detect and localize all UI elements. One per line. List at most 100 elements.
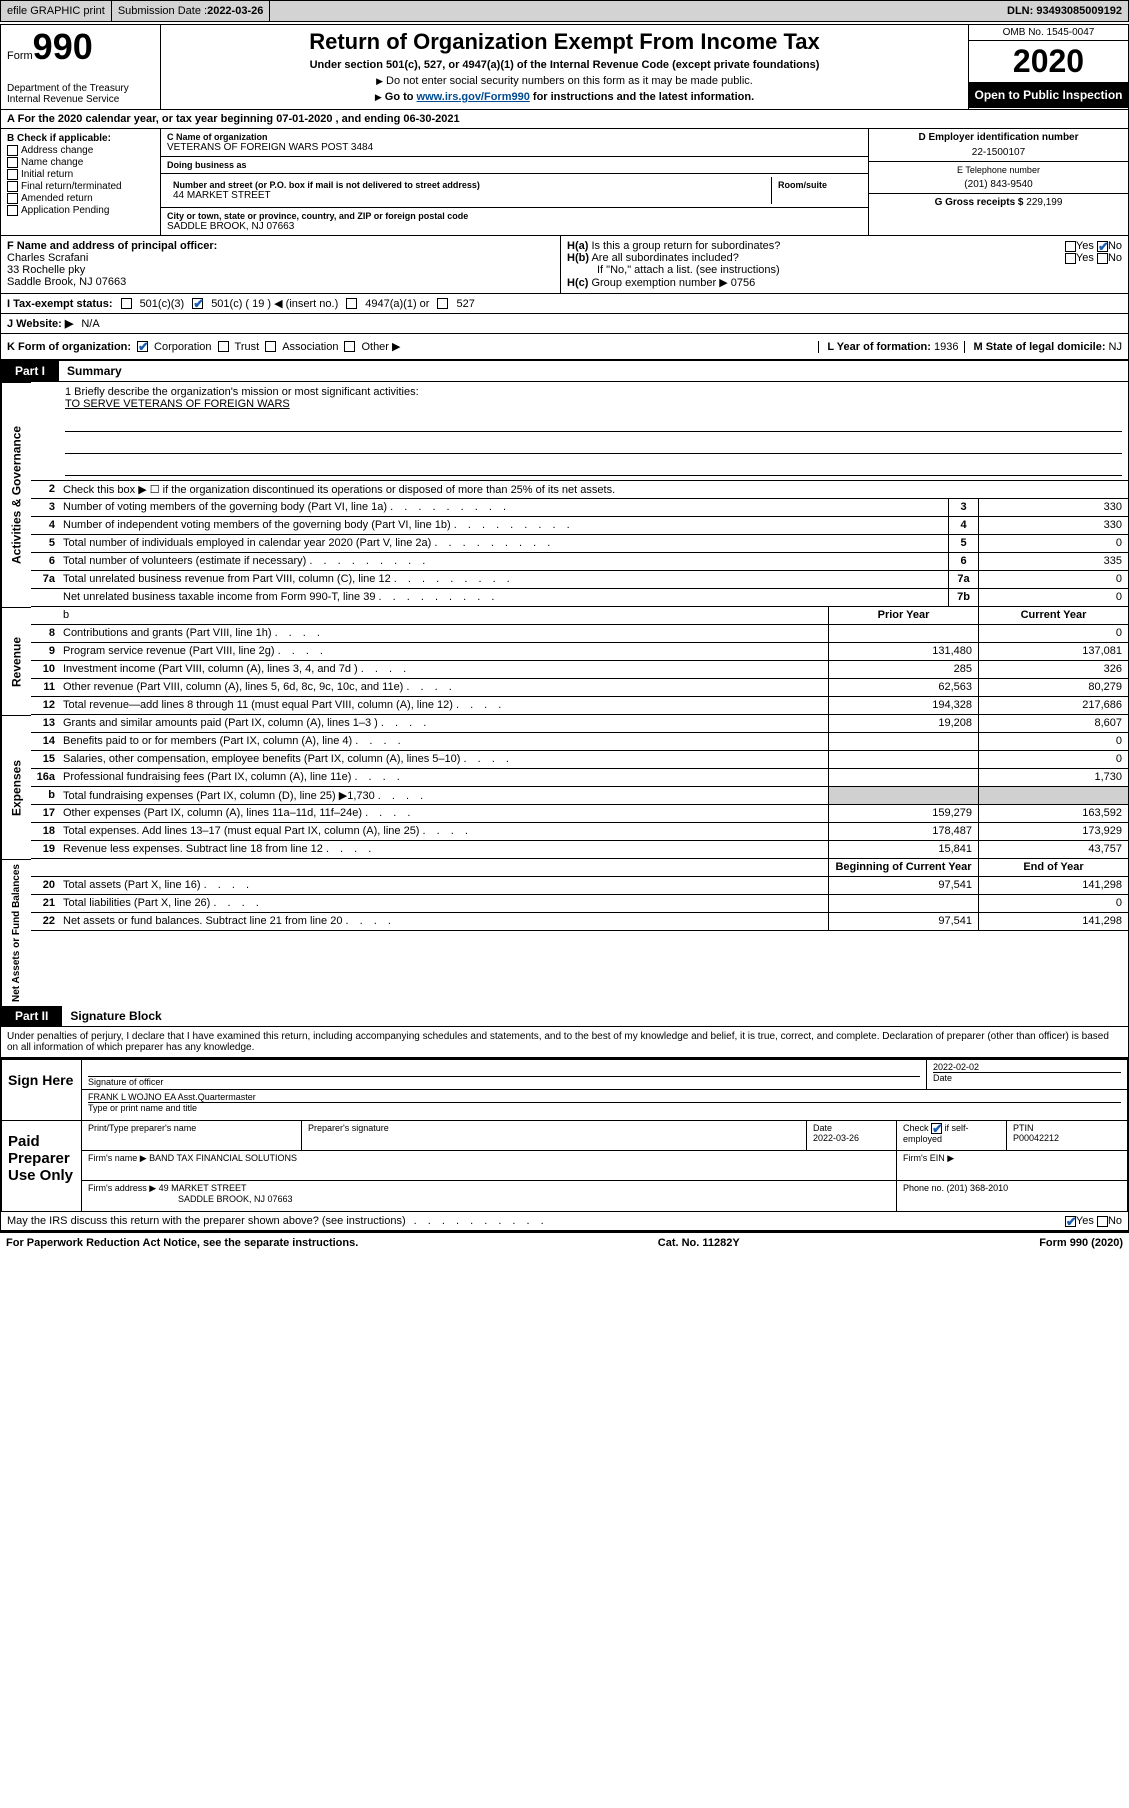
sign-here-label: Sign Here (2, 1060, 82, 1120)
discuss-text: May the IRS discuss this return with the… (7, 1215, 406, 1227)
goto-note: Go to www.irs.gov/Form990 for instructio… (167, 91, 962, 103)
summary-netassets: Net Assets or Fund Balances Beginning of… (1, 859, 1128, 1006)
sign-date-label: Date (933, 1072, 1121, 1083)
addr-label: Number and street (or P.O. box if mail i… (173, 180, 765, 190)
summary-row: 13Grants and similar amounts paid (Part … (31, 715, 1128, 733)
part2-header: Part II Signature Block (1, 1006, 1128, 1027)
section-f: F Name and address of principal officer:… (1, 236, 561, 293)
org-name-label: C Name of organization (167, 132, 862, 142)
part2-tab: Part II (1, 1006, 62, 1026)
trust-checkbox[interactable] (218, 341, 229, 352)
ptin-value: P00042212 (1013, 1133, 1059, 1143)
submission-label: Submission Date : (118, 5, 207, 17)
cat-number: Cat. No. 11282Y (658, 1237, 740, 1249)
page-footer: For Paperwork Reduction Act Notice, see … (0, 1233, 1129, 1253)
dept-label: Department of the Treasury Internal Reve… (7, 83, 154, 105)
firm-phone: (201) 368-2010 (947, 1183, 1009, 1193)
527-checkbox[interactable] (437, 298, 448, 309)
website-label: J Website: ▶ (7, 317, 73, 330)
dba-label: Doing business as (167, 160, 862, 170)
application-pending-checkbox[interactable] (7, 205, 18, 216)
section-h: H(a) Is this a group return for subordin… (561, 236, 1128, 293)
revenue-label: Revenue (1, 607, 31, 715)
current-year-header: Current Year (978, 607, 1128, 624)
part1-tab: Part I (1, 361, 59, 381)
city-value: SADDLE BROOK, NJ 07663 (167, 221, 862, 232)
ha-yes-checkbox[interactable] (1065, 241, 1076, 252)
association-checkbox[interactable] (265, 341, 276, 352)
section-c: C Name of organization VETERANS OF FOREI… (161, 129, 868, 235)
group-exemption: 0756 (731, 277, 755, 289)
summary-row: Net unrelated business taxable income fr… (31, 589, 1128, 607)
street-address: 44 MARKET STREET (173, 190, 765, 201)
line-1: 1 Briefly describe the organization's mi… (31, 382, 1128, 481)
summary-row: 3Number of voting members of the governi… (31, 499, 1128, 517)
corporation-checkbox[interactable] (137, 341, 148, 352)
part2-title: Signature Block (62, 1009, 161, 1023)
form-header: Form990 Department of the Treasury Inter… (1, 25, 1128, 110)
summary-row: 16aProfessional fundraising fees (Part I… (31, 769, 1128, 787)
preparer-sig-label: Preparer's signature (302, 1121, 807, 1150)
section-b-label: B Check if applicable: (7, 133, 154, 144)
hb-note: If "No," attach a list. (see instruction… (567, 264, 1122, 276)
501c-checkbox[interactable] (192, 298, 203, 309)
sign-here-block: Sign Here Signature of officer 2022-02-0… (1, 1058, 1128, 1121)
officer-addr: 33 Rochelle pky (7, 264, 85, 276)
prior-year-header: Prior Year (828, 607, 978, 624)
irs-link[interactable]: www.irs.gov/Form990 (417, 91, 530, 103)
summary-row: 7aTotal unrelated business revenue from … (31, 571, 1128, 589)
signer-name: FRANK L WOJNO EA Asst.Quartermaster (88, 1092, 1121, 1102)
summary-expenses: Expenses 13Grants and similar amounts pa… (1, 715, 1128, 859)
gross-receipts-label: G Gross receipts $ (935, 197, 1027, 208)
ein-label: D Employer identification number (875, 132, 1122, 143)
name-change-checkbox[interactable] (7, 157, 18, 168)
summary-row: bTotal fundraising expenses (Part IX, co… (31, 787, 1128, 805)
ein-value: 22-1500107 (875, 147, 1122, 158)
discuss-no-checkbox[interactable] (1097, 1216, 1108, 1227)
final-return-checkbox[interactable] (7, 181, 18, 192)
summary-row: 11Other revenue (Part VIII, column (A), … (31, 679, 1128, 697)
preparer-name-label: Print/Type preparer's name (82, 1121, 302, 1150)
beginning-year-header: Beginning of Current Year (828, 859, 978, 876)
summary-row: 9Program service revenue (Part VIII, lin… (31, 643, 1128, 661)
501c3-checkbox[interactable] (121, 298, 132, 309)
hb-yes-checkbox[interactable] (1065, 253, 1076, 264)
summary-row: 14Benefits paid to or for members (Part … (31, 733, 1128, 751)
ha-no-checkbox[interactable] (1097, 241, 1108, 252)
section-fh: F Name and address of principal officer:… (1, 236, 1128, 294)
summary-row: 20Total assets (Part X, line 16) . . . .… (31, 877, 1128, 895)
summary-row: 10Investment income (Part VIII, column (… (31, 661, 1128, 679)
summary-row: 21Total liabilities (Part X, line 26) . … (31, 895, 1128, 913)
summary-row: 17Other expenses (Part IX, column (A), l… (31, 805, 1128, 823)
sig-officer-label: Signature of officer (88, 1076, 920, 1087)
section-b: B Check if applicable: Address change Na… (1, 129, 161, 235)
part1-header: Part I Summary (1, 361, 1128, 382)
form-word: Form (7, 50, 33, 62)
ssn-note: Do not enter social security numbers on … (167, 75, 962, 87)
part1-title: Summary (59, 364, 122, 378)
4947-checkbox[interactable] (346, 298, 357, 309)
self-employed-checkbox[interactable] (931, 1123, 942, 1134)
officer-city: Saddle Brook, NJ 07663 (7, 276, 126, 288)
org-name: VETERANS OF FOREIGN WARS POST 3484 (167, 142, 862, 153)
header-left: Form990 Department of the Treasury Inter… (1, 25, 161, 109)
governance-label: Activities & Governance (1, 382, 31, 607)
address-change-checkbox[interactable] (7, 145, 18, 156)
state-domicile: NJ (1109, 341, 1122, 353)
amended-return-checkbox[interactable] (7, 193, 18, 204)
summary-revenue: Revenue bPrior YearCurrent Year 8Contrib… (1, 607, 1128, 715)
firm-city: SADDLE BROOK, NJ 07663 (88, 1194, 293, 1204)
line-2: Check this box ▶ ☐ if the organization d… (59, 481, 1128, 498)
other-checkbox[interactable] (344, 341, 355, 352)
paperwork-notice: For Paperwork Reduction Act Notice, see … (6, 1237, 358, 1249)
discuss-yes-checkbox[interactable] (1065, 1216, 1076, 1227)
officer-name: Charles Scrafani (7, 252, 88, 264)
officer-label: F Name and address of principal officer: (7, 240, 217, 252)
phone-value: (201) 843-9540 (875, 179, 1122, 190)
penalty-text: Under penalties of perjury, I declare th… (1, 1027, 1128, 1058)
firm-name: BAND TAX FINANCIAL SOLUTIONS (149, 1153, 297, 1163)
summary-row: 8Contributions and grants (Part VIII, li… (31, 625, 1128, 643)
initial-return-checkbox[interactable] (7, 169, 18, 180)
sign-date: 2022-02-02 (933, 1062, 1121, 1072)
hb-no-checkbox[interactable] (1097, 253, 1108, 264)
